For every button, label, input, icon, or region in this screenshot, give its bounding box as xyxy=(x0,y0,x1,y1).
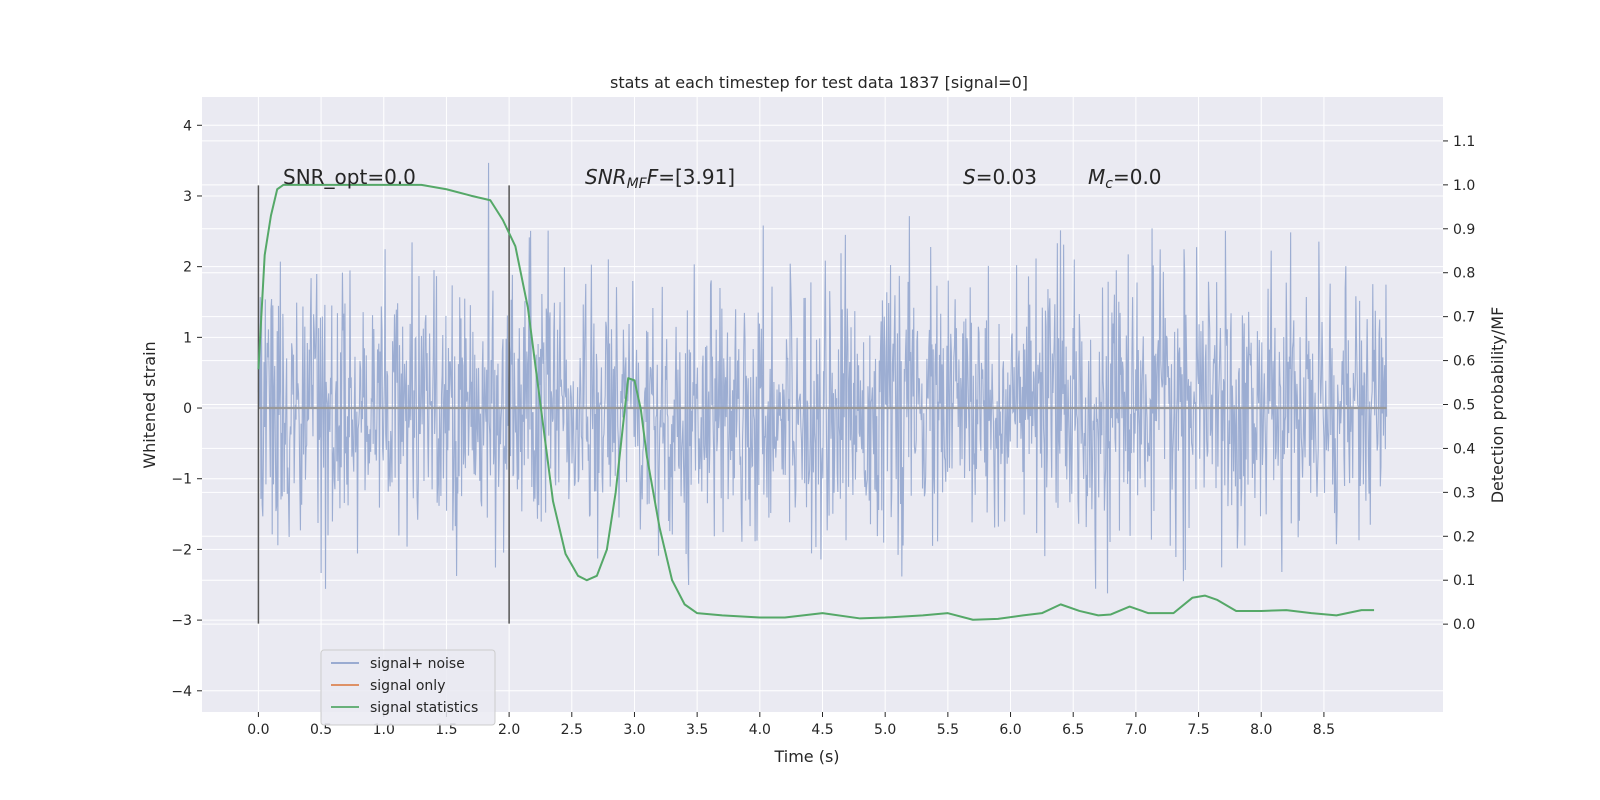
y2-tick-label: 1.0 xyxy=(1453,178,1475,194)
y2-tick-label: 1.1 xyxy=(1453,134,1475,150)
x-tick-label: 6.5 xyxy=(1062,722,1084,738)
x-tick-label: 4.0 xyxy=(749,722,771,738)
x-tick-label: 0.5 xyxy=(310,722,332,738)
y2-tick-label: 0.1 xyxy=(1453,573,1475,589)
y-tick-label: 0 xyxy=(183,401,192,417)
x-tick-label: 0.0 xyxy=(247,722,269,738)
y2-tick-label: 0.5 xyxy=(1453,398,1475,414)
x-tick-label: 8.5 xyxy=(1313,722,1335,738)
annotation-s-value: =0.03 xyxy=(976,165,1037,189)
y-tick-label: −3 xyxy=(171,613,192,629)
y-tick-label: −2 xyxy=(171,542,192,558)
y2-tick-label: 0.3 xyxy=(1453,485,1475,501)
x-tick-label: 3.5 xyxy=(686,722,708,738)
y-tick-label: 3 xyxy=(183,189,192,205)
y2-tick-label: 0.7 xyxy=(1453,310,1475,326)
y-tick-label: 4 xyxy=(183,118,192,134)
annotation-snr-mf-sub: MF xyxy=(627,176,648,192)
y-tick-label: 1 xyxy=(183,330,192,346)
annotation-s-text: S=0.03 xyxy=(963,165,1037,189)
annotation-snr-mf-letter: F xyxy=(647,165,659,189)
x-tick-label: 4.5 xyxy=(811,722,833,738)
x-tick-label: 7.5 xyxy=(1187,722,1209,738)
x-tick-label: 6.0 xyxy=(999,722,1021,738)
legend-box xyxy=(320,649,496,726)
annotation-snr-mf-value: =[3.91] xyxy=(658,165,735,189)
annotation-s: S=0.03 xyxy=(963,165,1037,189)
y2-tick-label: 0.6 xyxy=(1453,354,1475,370)
y-tick-label: −1 xyxy=(171,472,192,488)
annotation-mc: Mc=0.0 xyxy=(1088,165,1162,192)
series-signal-noise-line xyxy=(257,162,1388,594)
annotation-mc-value: =0.0 xyxy=(1113,165,1162,189)
legend-label-signal-statistics: signal statistics xyxy=(370,700,478,716)
annotation-mc-sub: c xyxy=(1105,176,1113,192)
y2-tick-label: 0.0 xyxy=(1453,617,1475,633)
x-tick-label: 3.0 xyxy=(623,722,645,738)
annotation-mc-text: Mc=0.0 xyxy=(1088,165,1162,192)
x-axis-label: Time (s) xyxy=(773,747,839,766)
y2-tick-label: 0.4 xyxy=(1453,441,1475,457)
annotation-s-main: S xyxy=(963,165,976,189)
chart-title: stats at each timestep for test data 183… xyxy=(610,73,1028,92)
plot-area: 0.0 0.5 1.0 1.5 2.0 2.5 3.0 3.5 4.0 4.5 5.0 5.5 6.0 6… xyxy=(171,97,1475,738)
y-tick-label: 2 xyxy=(183,260,192,276)
annotation-snr-mf-main: SNR xyxy=(585,165,627,189)
y-axis-label: Whitened strain xyxy=(140,341,159,468)
legend: signal+ noise signal only signal statist… xyxy=(320,649,496,726)
series-signal-statistics-line xyxy=(257,183,1375,621)
y2-tick-label: 0.9 xyxy=(1453,222,1475,238)
annotation-snr-opt-text: SNR_opt=0.0 xyxy=(283,165,416,189)
annotation-snr-mf: SNRMFF=[3.91] xyxy=(585,165,735,192)
x-tick-label: 1.0 xyxy=(373,722,395,738)
x-tick-label: 2.0 xyxy=(498,722,520,738)
y2-axis-label: Detection probability/MF xyxy=(1488,307,1507,504)
annotation-snr-mf-text: SNRMFF=[3.91] xyxy=(585,165,735,192)
legend-label-signal-only: signal only xyxy=(370,678,445,694)
y-tick-label: −4 xyxy=(171,684,192,700)
x-tick-label: 5.0 xyxy=(874,722,896,738)
x-tick-label: 5.5 xyxy=(937,722,959,738)
annotation-snr-opt: SNR_opt=0.0 xyxy=(283,165,416,189)
y2-tick-label: 0.2 xyxy=(1453,529,1475,545)
x-tick-label: 8.0 xyxy=(1250,722,1272,738)
y2-tick-label: 0.8 xyxy=(1453,266,1475,282)
x-tick-label: 7.0 xyxy=(1125,722,1147,738)
x-tick-label: 1.5 xyxy=(435,722,457,738)
legend-label-signal-noise: signal+ noise xyxy=(370,656,465,672)
annotation-mc-main: M xyxy=(1088,165,1105,189)
x-tick-label: 2.5 xyxy=(561,722,583,738)
